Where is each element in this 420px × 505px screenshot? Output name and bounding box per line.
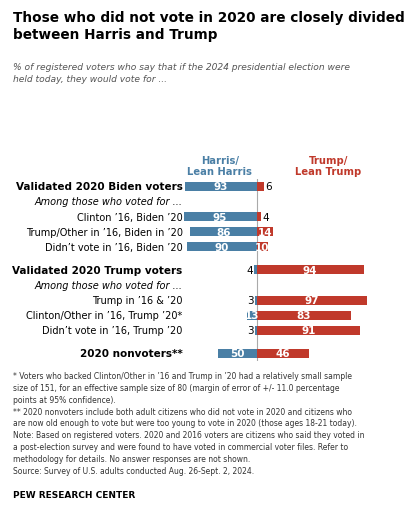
Text: Trump/
Lean Trump: Trump/ Lean Trump — [295, 156, 362, 177]
Bar — [185, 182, 257, 191]
Text: Didn’t vote in ’16, Trump ’20: Didn’t vote in ’16, Trump ’20 — [42, 326, 183, 336]
Text: Note: Based on registered voters. 2020 and 2016 voters are citizens who said the: Note: Based on registered voters. 2020 a… — [13, 430, 364, 439]
Bar — [257, 296, 367, 305]
Text: 2020 nonvoters**: 2020 nonvoters** — [80, 348, 183, 359]
Bar — [255, 296, 257, 305]
Bar — [255, 326, 257, 335]
Bar — [257, 213, 261, 222]
Text: 50: 50 — [230, 348, 245, 359]
Text: Those who did not vote in 2020 are closely divided
between Harris and Trump: Those who did not vote in 2020 are close… — [13, 11, 404, 42]
Text: 93: 93 — [214, 182, 228, 192]
Text: methodology for details. No answer responses are not shown.: methodology for details. No answer respo… — [13, 454, 250, 463]
Bar — [257, 266, 364, 275]
Bar — [257, 243, 268, 252]
Bar — [257, 228, 273, 237]
Text: points at 95% confidence).: points at 95% confidence). — [13, 395, 116, 404]
Bar — [191, 228, 257, 237]
Text: 94: 94 — [303, 265, 318, 275]
Text: 95: 95 — [213, 212, 227, 222]
Text: 46: 46 — [276, 348, 290, 359]
Text: 83: 83 — [297, 311, 311, 321]
Text: Didn’t vote in ’16, Biden ’20: Didn’t vote in ’16, Biden ’20 — [45, 242, 183, 252]
Text: % of registered voters who say that if the 2024 presidential election were
held : % of registered voters who say that if t… — [13, 63, 349, 83]
Text: Validated 2020 Biden voters: Validated 2020 Biden voters — [16, 182, 183, 192]
Text: are now old enough to vote but were too young to vote in 2020 (those ages 18-21 : are now old enough to vote but were too … — [13, 419, 357, 428]
Text: 90: 90 — [215, 242, 229, 252]
Bar — [257, 311, 351, 320]
Text: ** 2020 nonvoters include both adult citizens who did not vote in 2020 and citiz: ** 2020 nonvoters include both adult cit… — [13, 407, 352, 416]
Text: 3: 3 — [247, 295, 253, 306]
Text: 6: 6 — [265, 182, 271, 192]
Text: 4: 4 — [262, 212, 269, 222]
Text: Clinton ’16, Biden ’20: Clinton ’16, Biden ’20 — [77, 212, 183, 222]
Bar — [184, 213, 257, 222]
Bar — [257, 326, 360, 335]
Text: 86: 86 — [216, 227, 231, 237]
Text: Trump/Other in ’16, Biden in ’20: Trump/Other in ’16, Biden in ’20 — [26, 227, 183, 237]
Text: 10: 10 — [255, 242, 270, 252]
Text: 91: 91 — [301, 326, 316, 336]
Text: 13: 13 — [244, 311, 259, 321]
Text: 97: 97 — [304, 295, 319, 306]
Bar — [254, 266, 257, 275]
Text: Source: Survey of U.S. adults conducted Aug. 26-Sept. 2, 2024.: Source: Survey of U.S. adults conducted … — [13, 466, 254, 475]
Text: a post-election survey and were found to have voted in commercial voter files. R: a post-election survey and were found to… — [13, 442, 348, 451]
Text: Validated 2020 Trump voters: Validated 2020 Trump voters — [13, 265, 183, 275]
Bar — [187, 243, 257, 252]
Text: Trump in ’16 & ’20: Trump in ’16 & ’20 — [92, 295, 183, 306]
Text: Among those who voted for ...: Among those who voted for ... — [35, 280, 183, 290]
Text: 14: 14 — [257, 227, 272, 237]
Text: Clinton/Other in ’16, Trump ’20*: Clinton/Other in ’16, Trump ’20* — [26, 311, 183, 321]
Text: 4: 4 — [246, 265, 252, 275]
Text: * Voters who backed Clinton/Other in ’16 and Trump in ’20 had a relatively small: * Voters who backed Clinton/Other in ’16… — [13, 371, 352, 380]
Text: Harris/
Lean Harris: Harris/ Lean Harris — [187, 156, 252, 177]
Text: 3: 3 — [247, 326, 253, 336]
Text: PEW RESEARCH CENTER: PEW RESEARCH CENTER — [13, 490, 135, 499]
Bar — [247, 311, 257, 320]
Bar — [218, 349, 257, 358]
Bar — [257, 182, 264, 191]
Bar — [257, 349, 309, 358]
Text: Among those who voted for ...: Among those who voted for ... — [35, 197, 183, 207]
Text: size of 151, for an effective sample size of 80 (margin of error of +/- 11.0 per: size of 151, for an effective sample siz… — [13, 383, 339, 392]
